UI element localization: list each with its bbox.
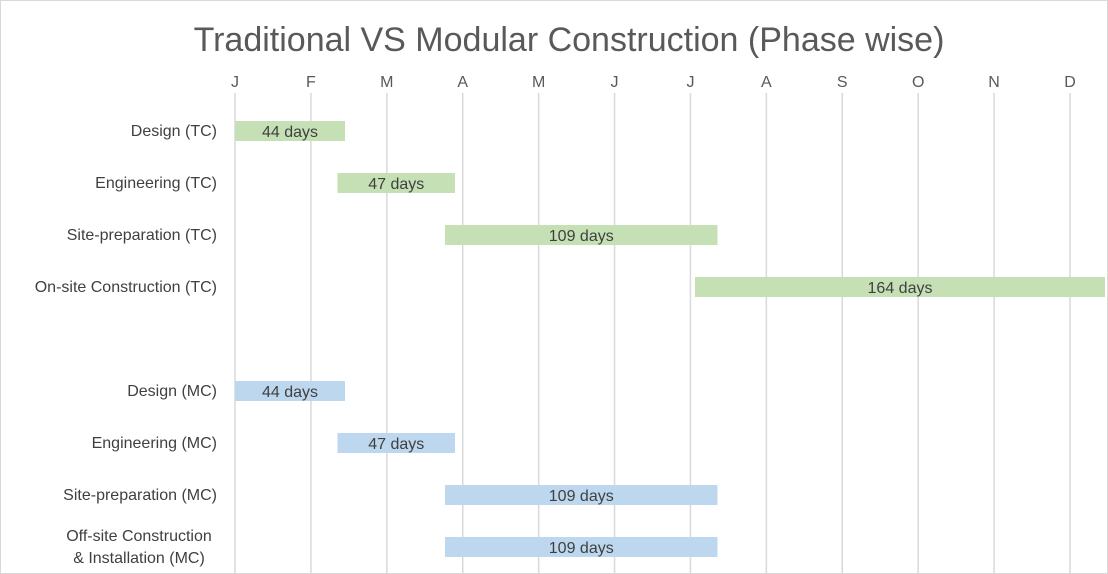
month-tick-label: J bbox=[611, 74, 619, 91]
category-label: Engineering (TC) bbox=[95, 175, 217, 192]
category-label: Site-preparation (MC) bbox=[63, 487, 217, 504]
month-tick-label: D bbox=[1064, 74, 1076, 91]
month-tick-label: A bbox=[761, 74, 772, 91]
gantt-bar bbox=[337, 433, 455, 453]
category-label: On-site Construction (TC) bbox=[35, 279, 217, 296]
gantt-bar bbox=[235, 381, 345, 401]
gantt-bar bbox=[445, 225, 718, 245]
bar-data-label: 47 days bbox=[368, 176, 424, 193]
bar-data-label: 109 days bbox=[549, 540, 614, 557]
bar-data-label: 109 days bbox=[549, 228, 614, 245]
month-tick-label: N bbox=[988, 74, 1000, 91]
gantt-bar bbox=[445, 485, 718, 505]
month-tick-label: S bbox=[837, 74, 848, 91]
bar-data-label: 44 days bbox=[262, 124, 318, 141]
category-label: Design (TC) bbox=[131, 123, 217, 140]
gantt-bar bbox=[235, 121, 345, 141]
month-tick-label: M bbox=[532, 74, 545, 91]
category-label: Engineering (MC) bbox=[92, 435, 217, 452]
gantt-bar bbox=[445, 537, 718, 557]
bar-data-label: 47 days bbox=[368, 436, 424, 453]
gantt-bar bbox=[695, 277, 1105, 297]
month-tick-label: M bbox=[380, 74, 393, 91]
category-label: Off-site Construction & Installation (MC) bbox=[66, 528, 212, 567]
chart-title: Traditional VS Modular Construction (Pha… bbox=[194, 21, 945, 59]
month-tick-label: O bbox=[912, 74, 924, 91]
bar-data-label: 109 days bbox=[549, 488, 614, 505]
category-label: Design (MC) bbox=[127, 383, 217, 400]
category-axis: Design (TC) Engineering (TC) Site-preparat… bbox=[35, 123, 217, 567]
month-tick-label: J bbox=[231, 74, 239, 91]
bars: 44 days 47 days 109 days 164 days 44 days 47 … bbox=[235, 121, 1105, 557]
bar-data-label: 44 days bbox=[262, 384, 318, 401]
month-tick-label: J bbox=[686, 74, 694, 91]
category-label: Site-preparation (TC) bbox=[67, 227, 217, 244]
bar-data-label: 164 days bbox=[868, 280, 933, 297]
month-tick-label: F bbox=[306, 74, 316, 91]
month-tick-label: A bbox=[457, 74, 468, 91]
gantt-bar bbox=[337, 173, 455, 193]
